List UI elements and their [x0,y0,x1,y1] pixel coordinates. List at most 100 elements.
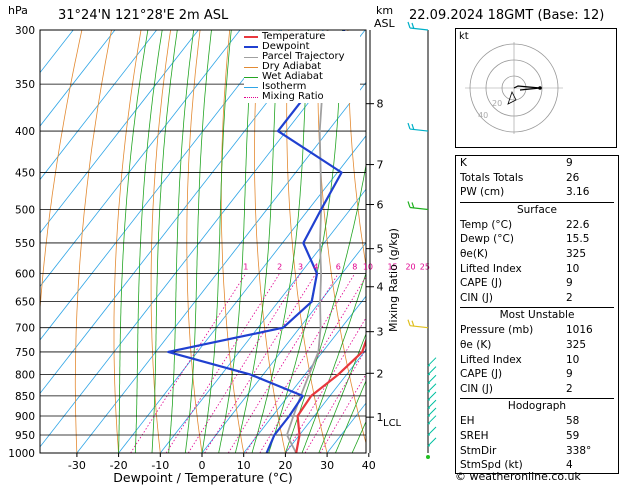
legend-item: Temperature [244,32,360,42]
index-row: Pressure (mb) 1016 [456,323,618,338]
legend-item: Parcel Trajectory [244,52,360,62]
hodograph-point [538,86,542,90]
wind-barb-icon [407,201,429,211]
mixing-ratio-line [285,317,366,453]
index-value: 15.5 [566,233,590,246]
hodograph-table-title: Hodograph [507,400,567,413]
mixing-ratio-label: 20 [405,263,415,272]
index-value: 9 [566,277,573,290]
legend-swatch [244,96,258,98]
pressure-tick-label: 350 [15,79,35,91]
wind-barb-icon [427,383,437,393]
pressure-tick-label: 450 [15,167,35,179]
parcel-trajectory [286,30,329,453]
pressure-tick-label: 500 [15,204,35,216]
mixing-ratio-line [304,348,366,453]
legend-label: Dry Adiabat [262,61,322,72]
isotherm-line [201,242,366,453]
legend-item: Isotherm [244,82,360,92]
temperature-profile [295,337,366,453]
index-value: 2 [566,382,573,395]
x-tick-label: -10 [151,459,169,472]
legend-label: Parcel Trajectory [262,51,345,62]
index-label: CIN (J) [460,291,493,304]
datetime-label: 22.09.2024 18GMT (Base: 12) [409,8,605,23]
altitude-tick-label: 8 [377,98,384,111]
pressure-tick-label: 650 [15,297,35,309]
wet-adiabat-line [318,332,366,453]
wind-barb-icon [427,357,437,367]
index-row: PW (cm) 3.16 [456,185,618,200]
mixing-ratio-line [245,273,356,453]
index-label: Lifted Index [460,353,522,366]
pressure-tick-label: 750 [15,347,35,359]
index-label: CIN (J) [460,382,493,395]
legend-item: Dry Adiabat [244,62,360,72]
hodograph-ring-label: 20 [492,99,502,108]
x-tick-label: -30 [68,459,86,472]
mixing-ratio-line [187,273,301,453]
legend-label: Mixing Ratio [262,91,324,102]
legend: Temperature Dewpoint Parcel Trajectory Dry … [244,31,360,103]
pressure-tick-label: 850 [15,391,35,403]
copyright-footer: © weatheronline.co.uk [455,470,581,483]
mixing-ratio-label: 15 [387,263,397,272]
plot-frame [39,29,367,454]
legend-item: Wet Adiabat [244,72,360,82]
altitude-tick-label: 4 [377,281,384,294]
y-axis-label: Mixing Ratio (g/kg) [387,228,400,332]
x-tick-label: -20 [110,459,128,472]
surface-wind-dot-icon [426,455,430,459]
mixing-ratio-label: 1 [243,263,248,272]
legend-swatch [244,56,258,58]
wind-barb-icon [427,437,437,447]
legend-swatch [244,36,258,38]
pressure-tick-label: 900 [15,411,35,423]
index-label: StmSpd (kt) [460,459,523,472]
isotherm-line [40,30,199,234]
hodograph-unit-label: kt [459,31,469,42]
index-row: Totals Totals 26 [456,171,618,186]
pressure-tick-label: 300 [15,25,35,37]
mixing-ratio-label: 10 [363,263,373,272]
index-value: 338° [566,444,592,457]
mixing-ratio-label: 6 [336,263,341,272]
pressure-tick-label: 700 [15,323,35,335]
index-row: Dewp (°C) 15.5 [456,232,618,247]
most-unstable-title: Most Unstable [499,309,575,322]
index-value: 26 [566,171,580,184]
pressure-unit-label: hPa [8,4,28,17]
x-tick-label: 30 [320,459,334,472]
x-axis-label: Dewpoint / Temperature (°C) [113,470,292,485]
index-row: θe(K) 325 [456,247,618,262]
mixing-ratio-line [165,273,280,453]
index-value: 1016 [566,324,593,337]
index-label: Totals Totals [460,171,524,184]
wet-adiabat-line [335,379,366,453]
mixing-ratio-label: 4 [313,263,318,272]
x-tick-label: 40 [362,459,376,472]
legend-swatch [244,86,258,88]
wind-barb-icon [427,426,437,436]
dry-adiabat-line [74,30,112,453]
x-tick-label: 20 [278,459,292,472]
index-label: Lifted Index [460,262,522,275]
index-value: 9 [566,368,573,381]
index-value: 2 [566,291,573,304]
index-label: SREH [460,429,489,442]
legend-label: Dewpoint [262,41,310,52]
altitude-tick-label: 6 [377,199,384,212]
pressure-tick-label: 550 [15,238,35,250]
altitude-tick-label: 7 [377,159,384,172]
legend-item: Dewpoint [244,42,360,52]
index-table: K 9 Totals Totals 26 PW (cm) 3.16 Surface Tem… [455,155,619,474]
height-unit-label: km [376,4,394,17]
lcl-label: LCL [383,418,402,429]
legend-swatch [244,46,258,48]
index-label: θe (K) [460,338,492,351]
index-value: 4 [566,459,573,472]
index-label: CAPE (J) [460,277,503,290]
isotherm-line [243,295,366,453]
index-value: 10 [566,262,580,275]
